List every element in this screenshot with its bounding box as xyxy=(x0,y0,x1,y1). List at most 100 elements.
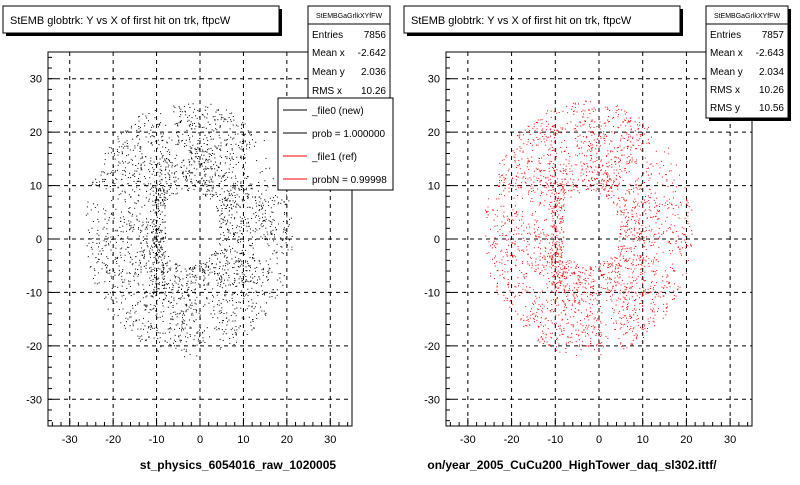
scatter-point xyxy=(593,133,594,134)
scatter-point xyxy=(110,173,111,174)
scatter-point xyxy=(220,149,221,150)
scatter-point xyxy=(209,124,210,125)
scatter-point xyxy=(156,281,157,282)
scatter-point xyxy=(586,155,587,156)
scatter-point xyxy=(137,329,138,330)
scatter-point xyxy=(615,282,616,283)
scatter-point xyxy=(139,116,140,117)
scatter-point xyxy=(241,157,242,158)
scatter-point xyxy=(242,218,243,219)
scatter-point xyxy=(242,234,243,235)
scatter-point xyxy=(150,211,151,212)
scatter-point xyxy=(556,113,557,114)
scatter-point xyxy=(519,136,520,137)
scatter-point xyxy=(159,162,160,163)
scatter-point xyxy=(199,267,200,268)
scatter-point xyxy=(171,328,172,329)
scatter-point xyxy=(581,172,582,173)
scatter-point xyxy=(246,226,247,227)
scatter-point xyxy=(507,300,508,301)
scatter-point xyxy=(663,295,664,296)
scatter-point xyxy=(180,111,181,112)
scatter-point xyxy=(659,204,660,205)
scatter-point xyxy=(261,206,262,207)
scatter-point xyxy=(225,295,226,296)
scatter-point xyxy=(227,264,228,265)
scatter-point xyxy=(641,233,642,234)
scatter-point xyxy=(656,205,657,206)
scatter-point xyxy=(243,241,244,242)
scatter-point xyxy=(519,270,520,271)
scatter-point xyxy=(164,256,165,257)
scatter-point xyxy=(109,147,110,148)
scatter-point xyxy=(146,306,147,307)
scatter-point xyxy=(595,148,596,149)
scatter-point xyxy=(133,321,134,322)
scatter-point xyxy=(580,282,581,283)
scatter-point xyxy=(117,231,118,232)
scatter-point xyxy=(126,313,127,314)
scatter-point xyxy=(686,204,687,205)
scatter-point xyxy=(208,122,209,123)
scatter-point xyxy=(616,112,617,113)
scatter-point xyxy=(219,227,220,228)
scatter-point xyxy=(638,264,639,265)
scatter-point xyxy=(626,132,627,133)
scatter-point xyxy=(568,163,569,164)
scatter-point xyxy=(534,271,535,272)
scatter-point xyxy=(122,271,123,272)
scatter-point xyxy=(169,179,170,180)
scatter-point xyxy=(268,202,269,203)
scatter-point xyxy=(264,311,265,312)
scatter-point xyxy=(514,156,515,157)
scatter-point xyxy=(659,211,660,212)
scatter-point xyxy=(232,305,233,306)
scatter-point xyxy=(209,153,210,154)
scatter-point xyxy=(218,283,219,284)
scatter-point xyxy=(591,150,592,151)
scatter-point xyxy=(234,192,235,193)
scatter-point xyxy=(229,338,230,339)
scatter-point xyxy=(551,337,552,338)
right-title: StEMB globtrk: Y vs X of first hit on tr… xyxy=(411,15,632,27)
scatter-point xyxy=(158,283,159,284)
scatter-point xyxy=(162,303,163,304)
scatter-point xyxy=(120,193,121,194)
scatter-point xyxy=(251,188,252,189)
scatter-point xyxy=(180,299,181,300)
scatter-point xyxy=(157,338,158,339)
scatter-point xyxy=(542,312,543,313)
scatter-point xyxy=(675,191,676,192)
scatter-point xyxy=(244,292,245,293)
scatter-point xyxy=(655,297,656,298)
scatter-point xyxy=(174,329,175,330)
scatter-point xyxy=(153,126,154,127)
scatter-point xyxy=(593,288,594,289)
scatter-point xyxy=(499,185,500,186)
scatter-point xyxy=(255,231,256,232)
scatter-point xyxy=(565,303,566,304)
scatter-point xyxy=(641,134,642,135)
scatter-point xyxy=(255,212,256,213)
scatter-point xyxy=(596,345,597,346)
scatter-point xyxy=(575,103,576,104)
scatter-point xyxy=(199,330,200,331)
scatter-point xyxy=(564,151,565,152)
scatter-point xyxy=(591,135,592,136)
scatter-point xyxy=(200,165,201,166)
scatter-point xyxy=(538,309,539,310)
scatter-point xyxy=(578,275,579,276)
scatter-point xyxy=(191,314,192,315)
scatter-point xyxy=(602,165,603,166)
scatter-point xyxy=(552,226,553,227)
scatter-point xyxy=(589,275,590,276)
scatter-point xyxy=(236,164,237,165)
scatter-point xyxy=(654,257,655,258)
scatter-point xyxy=(103,208,104,209)
scatter-point xyxy=(260,172,261,173)
scatter-point xyxy=(130,207,131,208)
scatter-point xyxy=(240,266,241,267)
scatter-point xyxy=(625,170,626,171)
scatter-point xyxy=(658,308,659,309)
scatter-point xyxy=(141,247,142,248)
